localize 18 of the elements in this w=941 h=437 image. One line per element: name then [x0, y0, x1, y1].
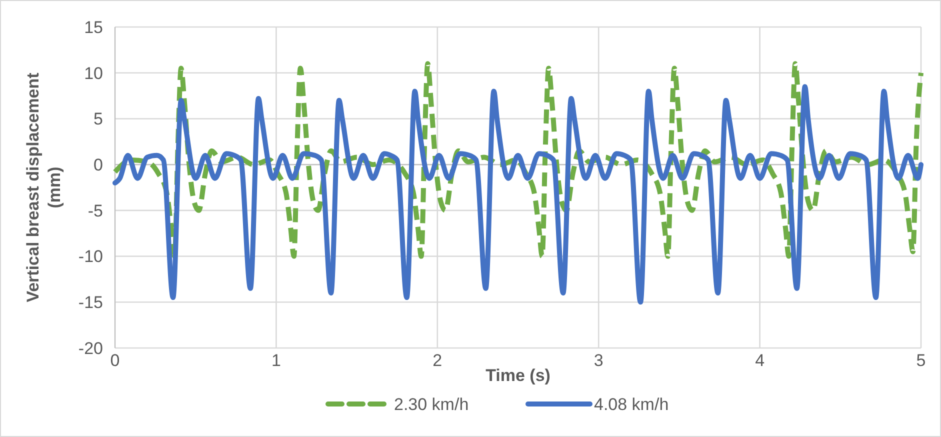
x-tick-label: 2 — [432, 351, 442, 370]
x-tick-label: 5 — [916, 351, 926, 370]
x-tick-label: 1 — [271, 351, 281, 370]
y-tick-label: -5 — [88, 201, 103, 220]
y-tick-label: 5 — [94, 110, 103, 129]
y-axis-title: Vertical breast displacement (mm) — [24, 72, 64, 302]
x-tick-label: 4 — [755, 351, 765, 370]
y-tick-label: 15 — [84, 18, 103, 37]
y-tick-label: -20 — [78, 338, 103, 358]
legend-label: 2.30 km/h — [394, 394, 469, 414]
y-tick-label: -10 — [78, 247, 103, 266]
y-tick-label: -15 — [78, 293, 103, 312]
x-tick-label: 3 — [594, 351, 604, 370]
legend-label: 4.08 km/h — [594, 394, 669, 414]
y-tick-label: 0 — [94, 156, 103, 175]
x-tick-label: 0 — [110, 351, 120, 370]
x-axis-title: Time (s) — [486, 366, 550, 385]
y-tick-label: 10 — [84, 64, 103, 83]
